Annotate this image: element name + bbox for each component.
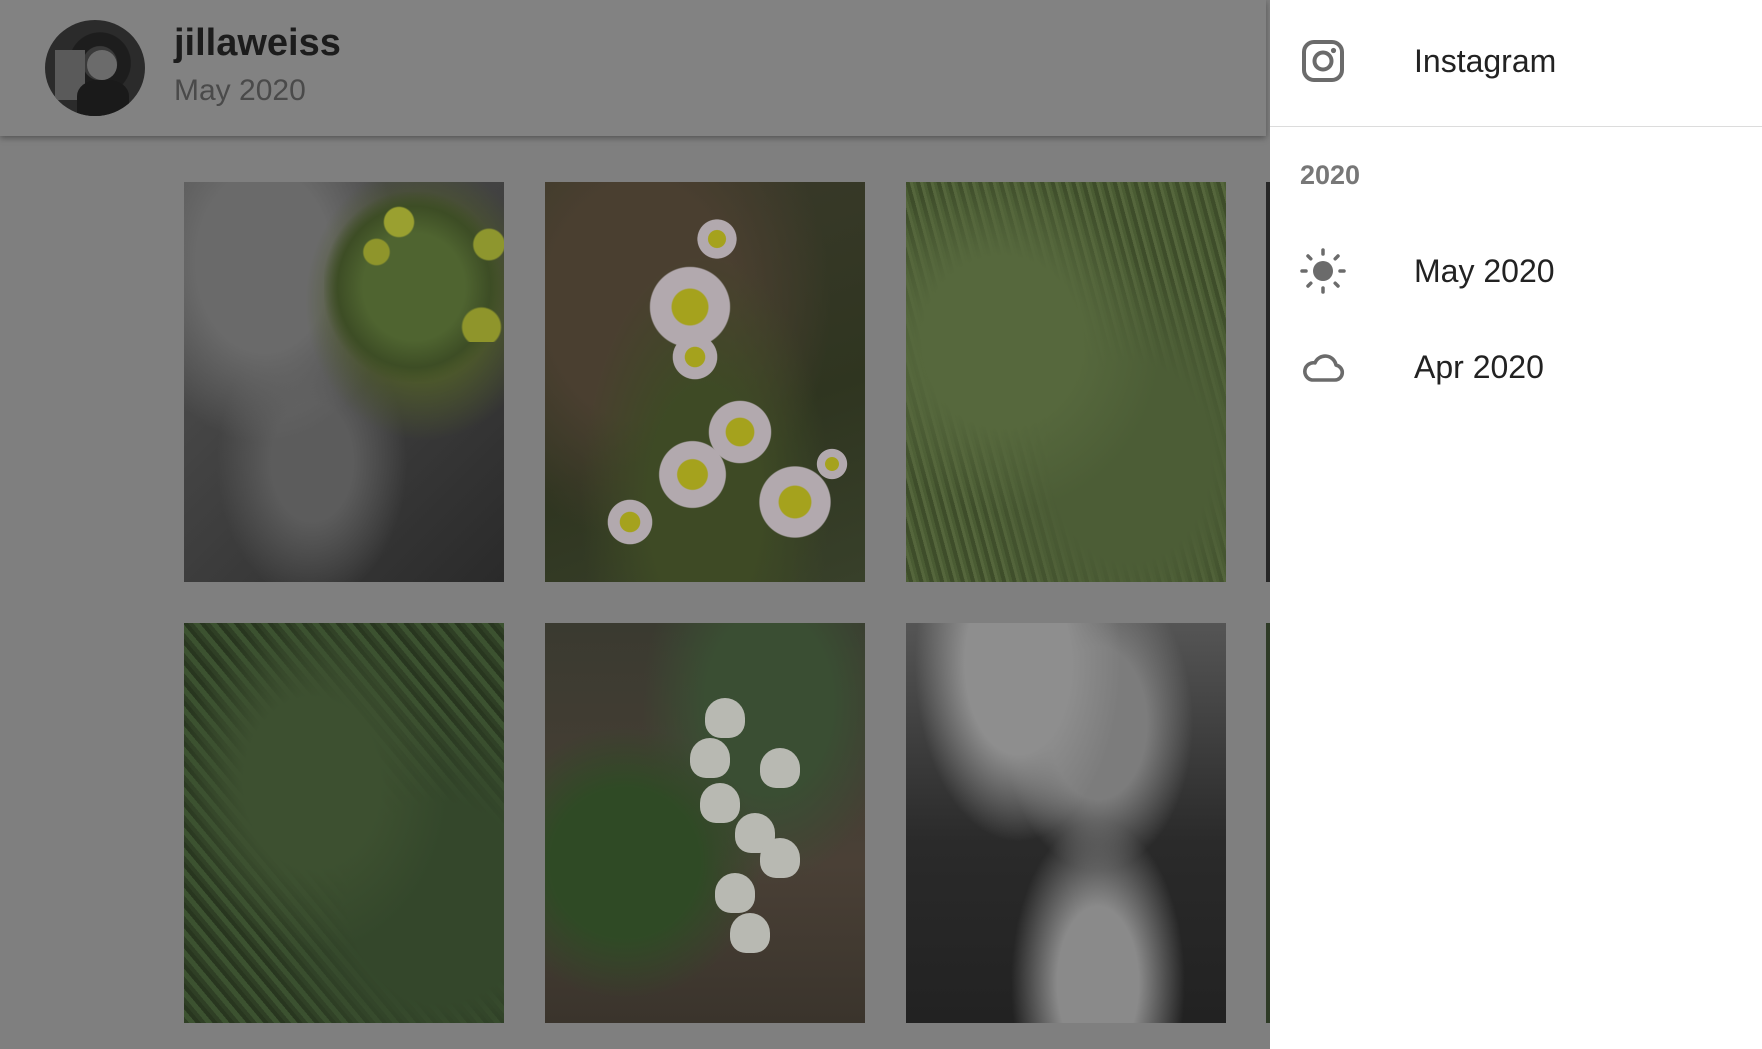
photo-thumbnail[interactable] <box>545 182 865 582</box>
instagram-link[interactable]: Instagram <box>1270 13 1762 109</box>
instagram-icon <box>1302 40 1344 82</box>
profile-header: jillaweiss May 2020 <box>0 0 1266 136</box>
photo-edge <box>1266 623 1270 1023</box>
avatar[interactable] <box>45 20 145 116</box>
sun-icon <box>1300 248 1346 294</box>
current-month: May 2020 <box>174 74 306 107</box>
username[interactable]: jillaweiss <box>174 22 341 64</box>
photo-thumbnail[interactable] <box>906 623 1226 1023</box>
photo-edge <box>1266 182 1270 582</box>
year-heading: 2020 <box>1300 160 1361 190</box>
photo-thumbnail[interactable] <box>184 623 504 1023</box>
drawer-divider <box>1270 126 1762 127</box>
month-label: May 2020 <box>1414 252 1555 289</box>
month-label: Apr 2020 <box>1414 348 1544 385</box>
navigation-drawer: Instagram 2020 May 2020 Apr 2020 <box>1270 0 1762 1049</box>
instagram-label: Instagram <box>1414 42 1557 79</box>
photo-thumbnail[interactable] <box>906 182 1226 582</box>
cloud-icon <box>1303 354 1345 382</box>
month-item-may-2020[interactable]: May 2020 <box>1270 223 1762 319</box>
photo-thumbnail[interactable] <box>545 623 865 1023</box>
photo-thumbnail[interactable] <box>184 182 504 582</box>
month-item-apr-2020[interactable]: Apr 2020 <box>1270 319 1762 415</box>
